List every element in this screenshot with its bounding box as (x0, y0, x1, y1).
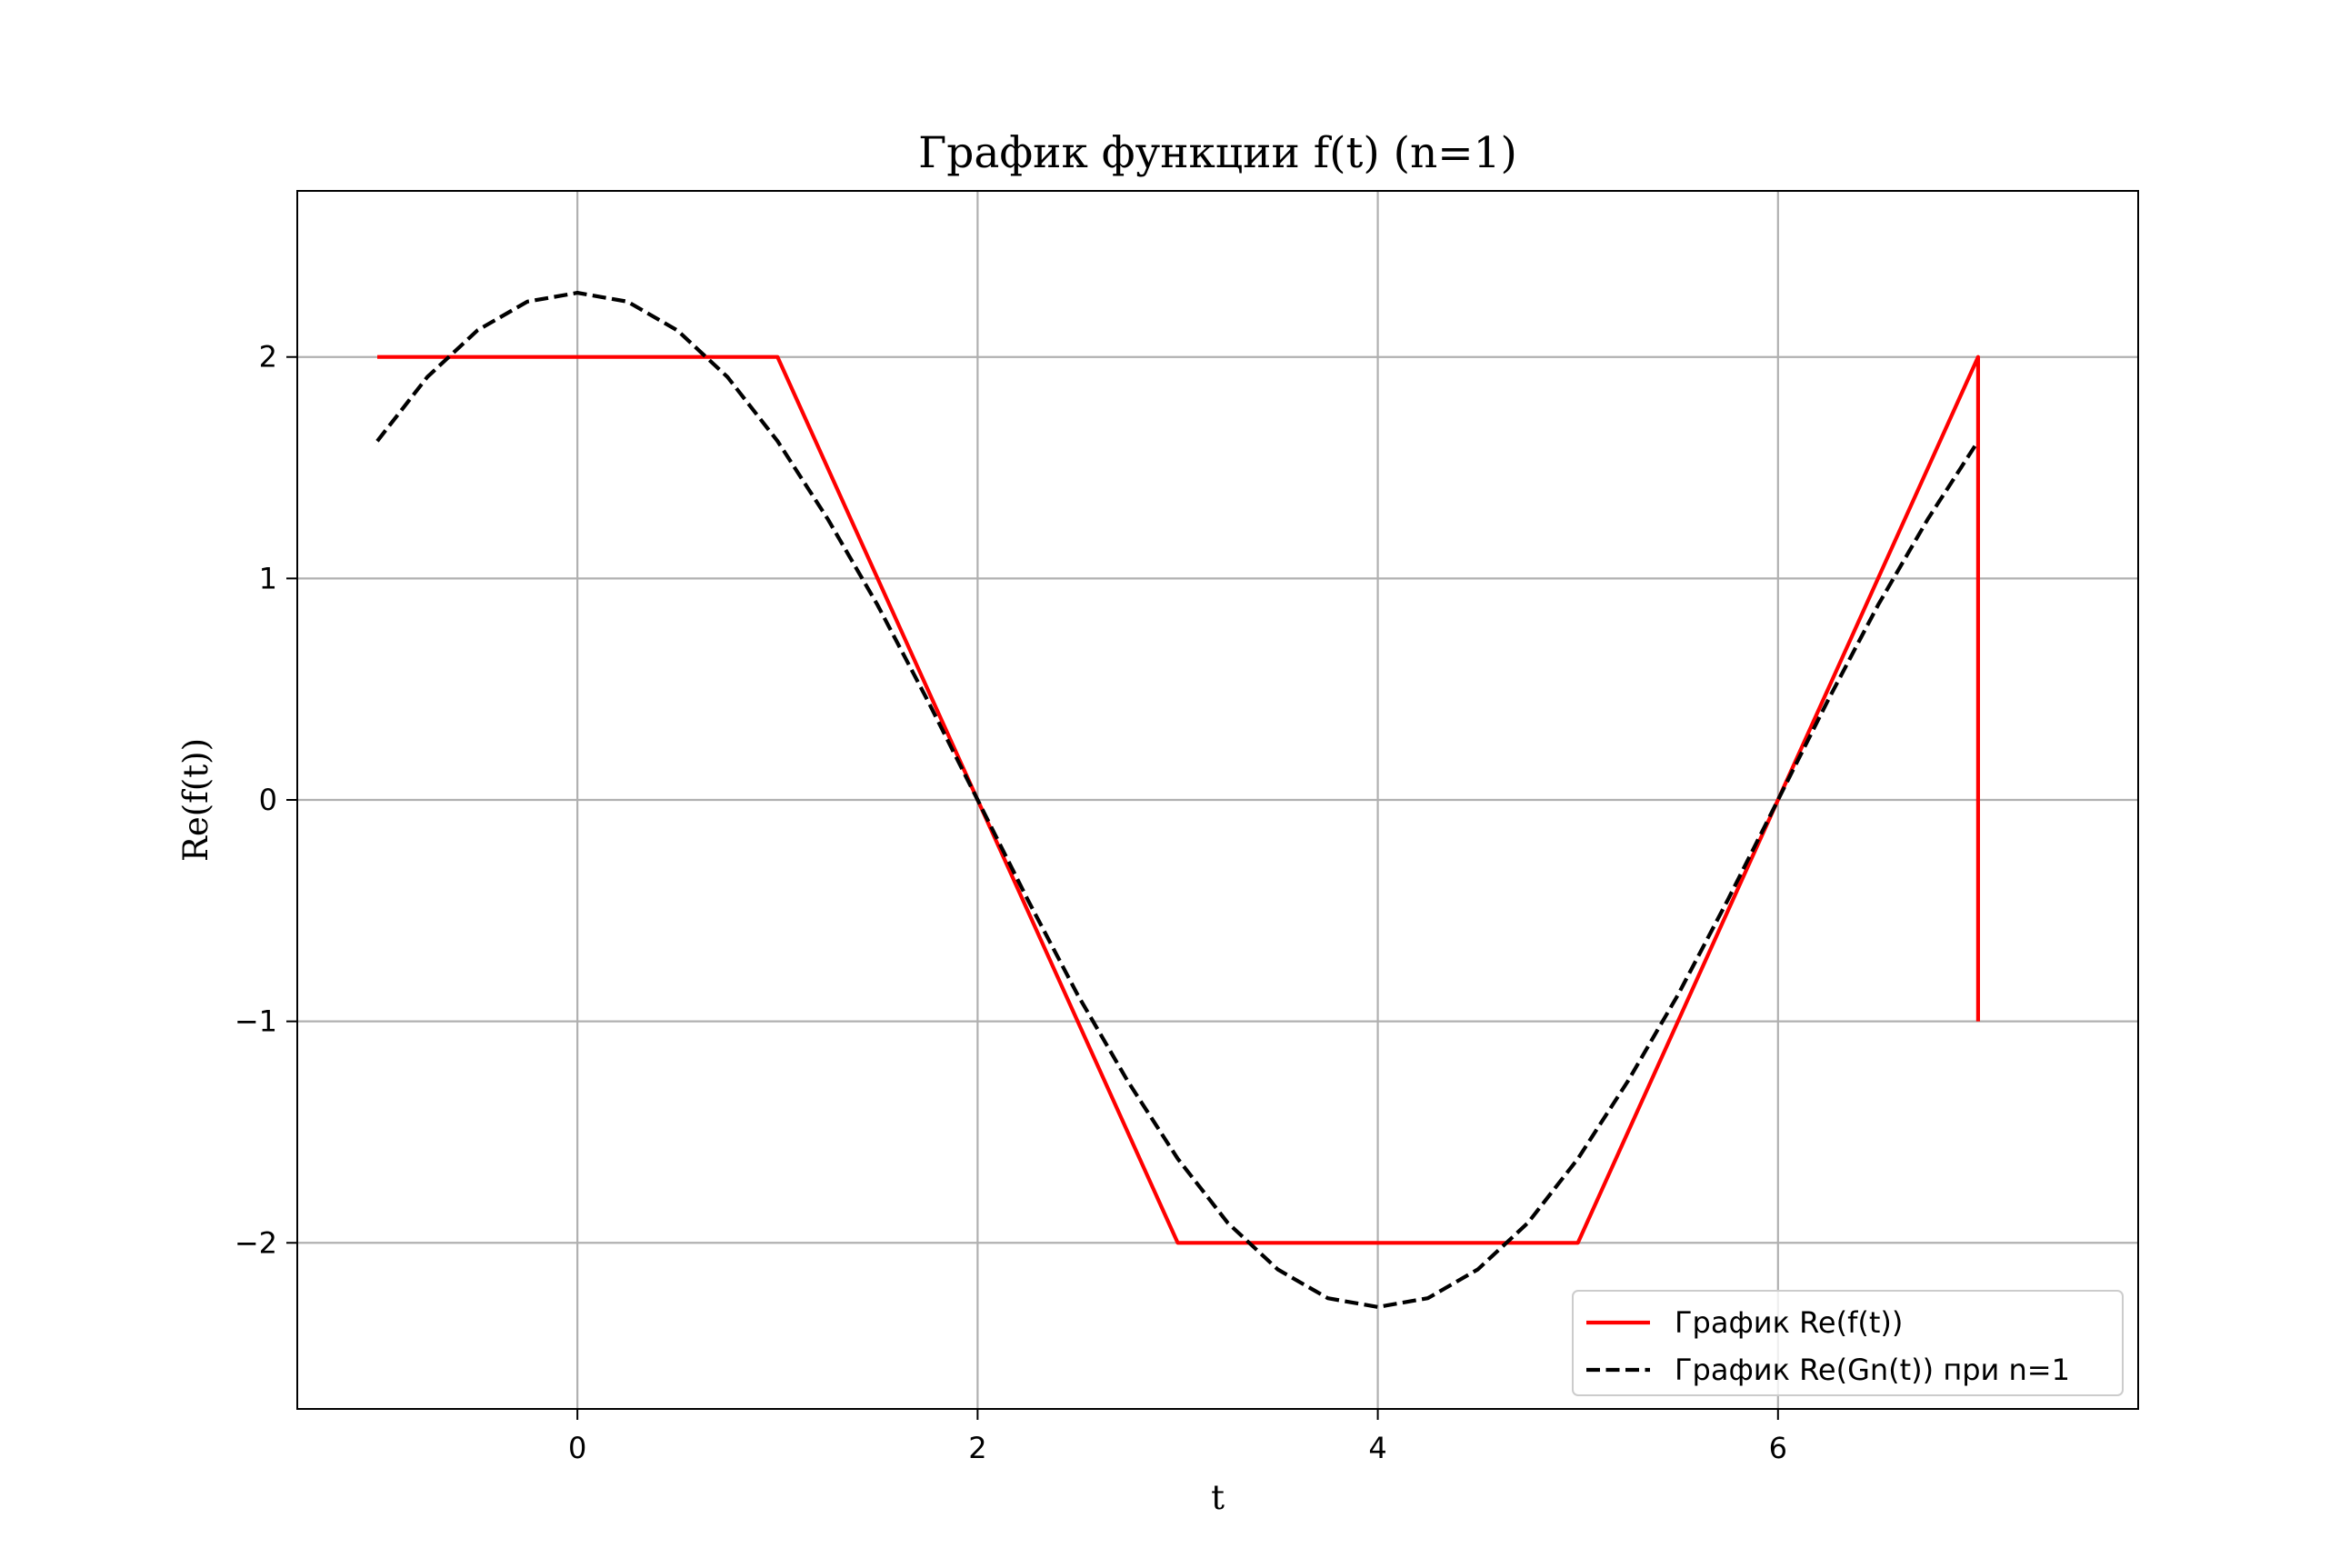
x-tick-label: 2 (968, 1431, 986, 1465)
y-axis-label: Re(f(t)) (176, 738, 215, 862)
legend-label-re-f: График Re(f(t)) (1675, 1305, 1903, 1340)
y-tick-label: −1 (235, 1004, 277, 1039)
x-axis-label: t (1211, 1478, 1225, 1517)
y-tick-label: 1 (259, 561, 277, 595)
legend-box (1572, 1290, 2124, 1396)
legend-label-re-gn: График Re(Gn(t)) при n=1 (1675, 1353, 2070, 1387)
series-layer (375, 291, 1980, 1310)
chart-title: График функции f(t) (n=1) (918, 128, 1517, 178)
x-tick-label: 0 (568, 1431, 586, 1465)
x-tick-label: 6 (1769, 1431, 1787, 1465)
series-line-re-f (377, 355, 1980, 1245)
series-line-re-gn (375, 291, 1980, 1310)
x-tick-label: 4 (1368, 1431, 1386, 1465)
y-tick-label: 0 (259, 783, 277, 817)
legend: График Re(f(t)) График Re(Gn(t)) при n=1 (1572, 1290, 2124, 1396)
y-tick-label: 2 (259, 340, 277, 375)
ticks: 0 2 4 6 −2 −1 0 1 2 (235, 340, 1787, 1465)
y-tick-label: −2 (235, 1225, 277, 1260)
